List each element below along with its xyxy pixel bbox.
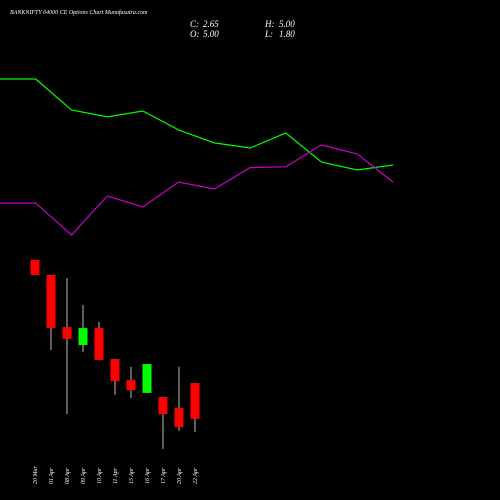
candle-body xyxy=(174,407,184,428)
candle-body xyxy=(126,379,136,391)
x-tick-label: 11 Apr xyxy=(113,467,119,484)
x-tick-label: 22 Apr xyxy=(193,467,199,484)
summary-label: O: xyxy=(190,29,200,39)
x-tick-label: 20 Apr xyxy=(177,467,183,484)
x-tick-label: 01 Apr xyxy=(49,467,55,484)
x-tick-label: 15 Apr xyxy=(129,467,135,484)
summary-label: H: xyxy=(264,19,275,29)
x-tick-label: 16 Apr xyxy=(145,467,151,484)
summary-value: 5.00 xyxy=(203,29,219,39)
summary-value: 2.65 xyxy=(203,19,219,29)
summary-value: 5.00 xyxy=(279,19,295,29)
candle-body xyxy=(190,383,200,419)
x-tick-label: 09 Apr xyxy=(81,467,87,484)
candle-body xyxy=(30,259,40,275)
x-tick-label: 10 Apr xyxy=(97,467,103,484)
chart-title: BANKNIFTY 64000 CE Options Chart Munafas… xyxy=(10,9,148,16)
candle-body xyxy=(158,397,168,415)
summary-label: C: xyxy=(190,19,199,29)
candle-body xyxy=(78,328,88,346)
candle-body xyxy=(62,327,72,339)
candle-body xyxy=(46,274,56,329)
x-tick-label: 17 Apr xyxy=(161,467,167,484)
summary-value: 1.80 xyxy=(279,29,295,39)
indicator-line xyxy=(0,78,394,171)
indicator-line xyxy=(0,144,394,236)
candle-body xyxy=(110,358,120,382)
candle-body xyxy=(94,328,104,361)
candle-body xyxy=(142,364,152,393)
summary-label: L: xyxy=(264,29,273,39)
x-tick-label: 08 Apr xyxy=(65,467,71,484)
x-tick-label: 20 Mar xyxy=(33,466,39,484)
